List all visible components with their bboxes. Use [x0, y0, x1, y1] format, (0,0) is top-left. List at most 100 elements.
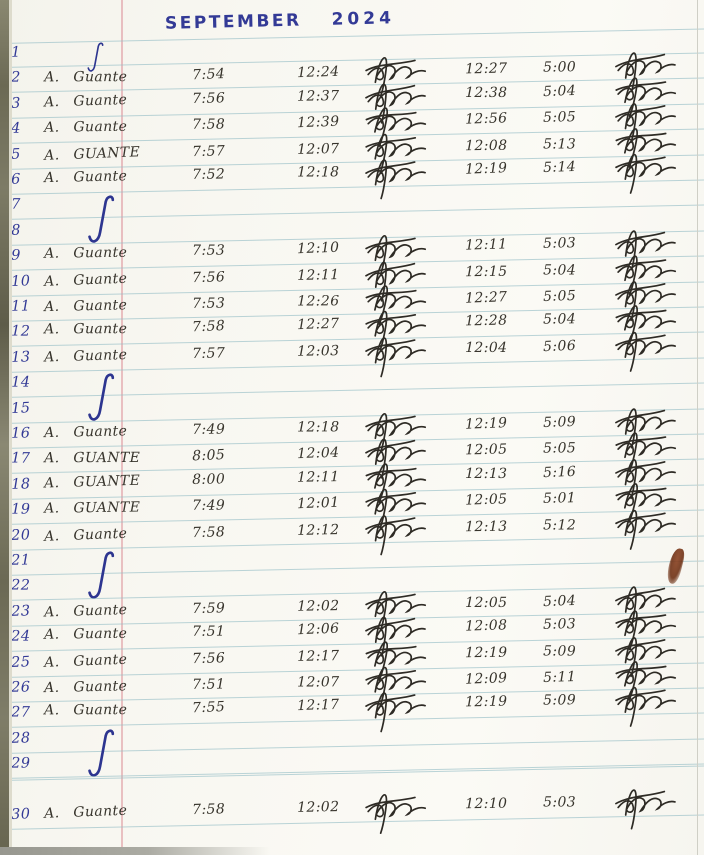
day-number: 11 — [11, 298, 31, 315]
signature-am — [365, 57, 427, 98]
employee-name: A. Guante — [44, 297, 128, 316]
day-number: 7 — [11, 197, 21, 214]
day-number: 30 — [10, 806, 31, 823]
lunch-out-time: 12:07 — [296, 140, 340, 158]
signature-am — [365, 413, 427, 454]
day-off-checkmark — [88, 551, 115, 599]
time-out: 5:03 — [542, 235, 577, 253]
day-off-checkmark — [88, 729, 115, 777]
lunch-out-time: 12:27 — [296, 316, 340, 334]
lunch-in-time: 12:19 — [465, 644, 508, 661]
employee-name: A. Guante — [43, 346, 128, 366]
signature-am — [365, 590, 427, 631]
day-number: 8 — [10, 222, 22, 239]
time-out: 5:01 — [542, 490, 577, 508]
day-number: 14 — [11, 374, 31, 391]
time-in: 7:53 — [192, 295, 226, 312]
lunch-out-time: 12:12 — [296, 521, 340, 539]
employee-name: A. Guante — [43, 802, 128, 822]
day-number: 28 — [10, 730, 31, 747]
timesheet-row: 14 — [0, 358, 704, 421]
employee-name: A. Guante — [44, 678, 128, 697]
signature-pm — [615, 687, 676, 728]
time-out: 5:09 — [542, 692, 577, 710]
day-number: 22 — [11, 577, 31, 595]
timesheet-row: 20 A. Guante 7:58 12:12 12:13 5:12 — [0, 509, 704, 555]
lunch-out-time: 12:17 — [296, 697, 340, 715]
signature-am — [365, 514, 426, 555]
signature-pm — [615, 458, 676, 499]
signature-am — [365, 438, 426, 480]
lunch-in-time: 12:19 — [464, 693, 508, 711]
signature-am — [365, 692, 426, 733]
time-in: 7:49 — [192, 421, 226, 438]
margin-line — [121, 0, 123, 855]
time-in: 7:58 — [191, 523, 226, 541]
lunch-in-time: 12:11 — [464, 236, 508, 254]
signature-am — [365, 311, 427, 352]
title-month: SEPTEMBER — [164, 10, 302, 34]
employee-name: A. GUANTE — [43, 143, 141, 164]
signature-pm — [615, 586, 676, 627]
lunch-out-time: 12:39 — [296, 113, 340, 132]
day-number: 18 — [10, 476, 31, 493]
time-out: 5:04 — [542, 592, 577, 610]
signature-pm — [615, 636, 676, 677]
lunch-out-time: 12:18 — [297, 419, 340, 436]
time-out: 5:03 — [542, 616, 577, 634]
signature-pm — [615, 509, 676, 550]
signature-pm — [615, 77, 677, 117]
day-off-checkmark — [88, 195, 115, 244]
time-out: 5:09 — [543, 643, 577, 660]
lunch-in-time: 12:05 — [464, 441, 508, 459]
day-number: 29 — [11, 755, 31, 772]
signature-pm — [615, 52, 676, 93]
lunch-out-time: 12:11 — [296, 266, 340, 284]
timesheet-row: 10 A. Guante 7:56 12:11 12:15 5:04 — [0, 255, 704, 302]
page-binding-highlight — [9, 0, 12, 855]
lunch-in-time: 12:05 — [464, 491, 508, 509]
lunch-in-time: 12:38 — [465, 84, 508, 101]
time-out: 5:14 — [542, 158, 577, 176]
timesheet-row: 6 A. Guante 7:52 12:18 12:19 5:14 — [0, 153, 704, 200]
day-number: 2 — [11, 70, 21, 87]
employee-name: A. Guante — [44, 118, 128, 136]
employee-name: A. GUANTE — [44, 499, 141, 517]
time-out: 5:13 — [543, 136, 577, 153]
time-out: 5:09 — [542, 413, 577, 431]
lunch-out-time: 12:04 — [296, 445, 340, 463]
signature-pm — [615, 789, 676, 830]
employee-name: A. GUANTE — [44, 450, 141, 467]
time-in: 8:05 — [191, 447, 226, 465]
lunch-in-time: 12:08 — [464, 617, 508, 635]
lunch-out-time: 12:11 — [297, 468, 340, 486]
time-out: 5:04 — [542, 311, 577, 329]
time-in: 7:58 — [191, 318, 226, 336]
day-number: 9 — [11, 247, 21, 264]
lunch-in-time: 12:13 — [465, 465, 508, 482]
lunch-out-time: 12:18 — [297, 164, 340, 181]
signature-am — [365, 337, 426, 378]
lunch-out-time: 12:26 — [297, 293, 340, 310]
day-number: 5 — [10, 146, 22, 163]
time-out: 5:11 — [542, 668, 577, 686]
lunch-out-time: 12:02 — [296, 799, 340, 816]
timesheet-row: 30 A. Guante 7:58 12:02 12:10 5:03 — [0, 789, 704, 835]
time-out: 5:16 — [542, 463, 577, 481]
lunch-in-time: 12:10 — [464, 795, 508, 813]
timesheet-row: 13 A. Guante 7:57 12:03 12:04 5:06 — [0, 331, 704, 378]
time-in: 7:51 — [192, 676, 226, 693]
employee-name: A. Guante — [44, 702, 128, 719]
timesheet-row: 1 — [0, 28, 704, 72]
page-bottom-shadow — [0, 847, 270, 855]
signature-pm — [615, 103, 676, 144]
lunch-in-time: 12:56 — [464, 110, 508, 128]
day-number: 16 — [11, 425, 31, 442]
day-number: 25 — [10, 653, 31, 671]
employee-name: A. Guante — [44, 625, 128, 643]
day-number: 12 — [11, 323, 31, 341]
lunch-in-time: 12:19 — [464, 415, 508, 433]
day-number: 1 — [11, 44, 22, 61]
signature-am — [365, 261, 426, 302]
lunch-in-time: 12:05 — [465, 594, 508, 611]
